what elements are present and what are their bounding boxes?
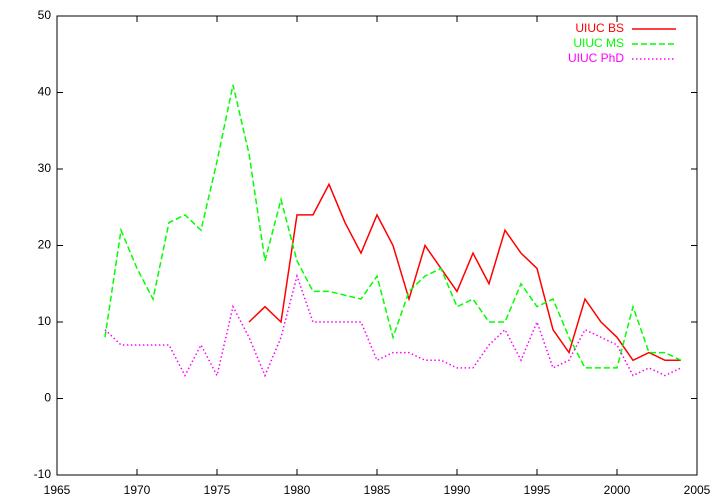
x-tick-label: 1965 <box>44 483 71 497</box>
y-tick-label: 0 <box>44 391 51 405</box>
series-line <box>104 273 682 378</box>
x-tick-label: 1985 <box>364 483 391 497</box>
y-tick-label: -10 <box>34 467 52 481</box>
y-tick-label: 10 <box>38 314 52 328</box>
x-tick-label: 1995 <box>524 483 551 497</box>
y-tick-label: 20 <box>38 238 52 252</box>
legend-label: UIUC MS <box>573 36 624 50</box>
x-tick-label: 1980 <box>284 483 311 497</box>
x-tick-label: 1990 <box>444 483 471 497</box>
y-tick-label: 30 <box>38 161 52 175</box>
legend-label: UIUC BS <box>575 21 624 35</box>
x-tick-label: 1970 <box>124 483 151 497</box>
x-tick-label: 2000 <box>604 483 631 497</box>
y-tick-label: 40 <box>38 85 52 99</box>
x-tick-label: 2005 <box>684 483 711 497</box>
x-tick-label: 1975 <box>204 483 231 497</box>
series-line <box>248 182 681 362</box>
plot-frame <box>56 15 698 476</box>
series-line <box>104 84 682 369</box>
y-tick-label: 50 <box>38 8 52 22</box>
legend-label: UIUC PhD <box>568 51 624 65</box>
